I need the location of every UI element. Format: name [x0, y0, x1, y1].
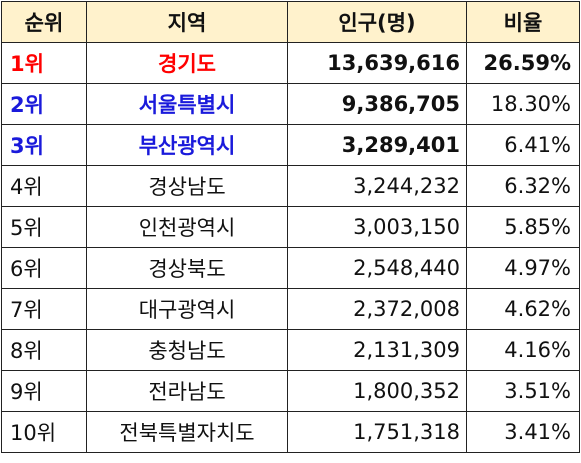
- table-body: 1위 경기도 13,639,616 26.59% 2위 서울특별시 9,386,705 18.…: [1, 42, 580, 453]
- region-cell: 전북특별자치도: [86, 411, 288, 453]
- rank-cell: 9위: [1, 370, 87, 412]
- rank-cell: 4위: [1, 165, 87, 207]
- population-cell: 9,386,705: [287, 83, 467, 125]
- header-region: 지역: [86, 1, 288, 43]
- table-row: 9위 전라남도 1,800,352 3.51%: [1, 370, 580, 412]
- table-row: 10위 전북특별자치도 1,751,318 3.41%: [1, 411, 580, 453]
- table-row: 7위 대구광역시 2,372,008 4.62%: [1, 288, 580, 330]
- region-cell: 전라남도: [86, 370, 288, 412]
- region-cell: 경상북도: [86, 247, 288, 289]
- rank-cell: 10위: [1, 411, 87, 453]
- rank-cell: 2위: [1, 83, 87, 125]
- population-cell: 2,131,309: [287, 329, 467, 371]
- population-cell: 2,548,440: [287, 247, 467, 289]
- population-cell: 1,751,318: [287, 411, 467, 453]
- table-row: 2위 서울특별시 9,386,705 18.30%: [1, 83, 580, 125]
- table-row: 1위 경기도 13,639,616 26.59%: [1, 42, 580, 84]
- ratio-cell: 5.85%: [466, 206, 580, 248]
- rank-cell: 6위: [1, 247, 87, 289]
- region-cell: 충청남도: [86, 329, 288, 371]
- header-ratio: 비율: [466, 1, 580, 43]
- rank-cell: 8위: [1, 329, 87, 371]
- ratio-cell: 4.97%: [466, 247, 580, 289]
- population-table-container: 순위 지역 인구(명) 비율 1위 경기도 13,639,616 26.59% 2위 서울…: [1, 1, 580, 453]
- population-cell: 3,289,401: [287, 124, 467, 166]
- ratio-cell: 3.41%: [466, 411, 580, 453]
- table-row: 8위 충청남도 2,131,309 4.16%: [1, 329, 580, 371]
- table-row: 6위 경상북도 2,548,440 4.97%: [1, 247, 580, 289]
- region-cell: 서울특별시: [86, 83, 288, 125]
- ratio-cell: 3.51%: [466, 370, 580, 412]
- population-cell: 13,639,616: [287, 42, 467, 84]
- header-rank: 순위: [1, 1, 87, 43]
- table-header: 순위 지역 인구(명) 비율: [1, 1, 580, 43]
- ratio-cell: 6.32%: [466, 165, 580, 207]
- ratio-cell: 4.62%: [466, 288, 580, 330]
- ratio-cell: 4.16%: [466, 329, 580, 371]
- ratio-cell: 18.30%: [466, 83, 580, 125]
- region-cell: 경기도: [86, 42, 288, 84]
- table-row: 3위 부산광역시 3,289,401 6.41%: [1, 124, 580, 166]
- region-cell: 인천광역시: [86, 206, 288, 248]
- region-cell: 부산광역시: [86, 124, 288, 166]
- region-cell: 대구광역시: [86, 288, 288, 330]
- header-row: 순위 지역 인구(명) 비율: [1, 1, 580, 43]
- region-cell: 경상남도: [86, 165, 288, 207]
- rank-cell: 5위: [1, 206, 87, 248]
- population-cell: 1,800,352: [287, 370, 467, 412]
- population-cell: 3,003,150: [287, 206, 467, 248]
- population-cell: 2,372,008: [287, 288, 467, 330]
- rank-cell: 1위: [1, 42, 87, 84]
- population-ranking-table: 순위 지역 인구(명) 비율 1위 경기도 13,639,616 26.59% 2위 서울…: [1, 1, 580, 453]
- table-row: 5위 인천광역시 3,003,150 5.85%: [1, 206, 580, 248]
- table-row: 4위 경상남도 3,244,232 6.32%: [1, 165, 580, 207]
- ratio-cell: 6.41%: [466, 124, 580, 166]
- ratio-cell: 26.59%: [466, 42, 580, 84]
- population-cell: 3,244,232: [287, 165, 467, 207]
- header-population: 인구(명): [287, 1, 467, 43]
- rank-cell: 7위: [1, 288, 87, 330]
- rank-cell: 3위: [1, 124, 87, 166]
